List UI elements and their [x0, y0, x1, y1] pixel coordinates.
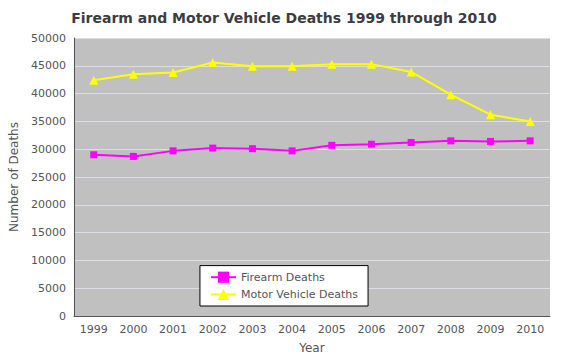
svg-text:30000: 30000	[31, 143, 66, 156]
svg-text:2010: 2010	[516, 323, 544, 336]
svg-text:15000: 15000	[31, 226, 66, 239]
svg-text:2007: 2007	[397, 323, 425, 336]
svg-text:Firearm and Motor Vehicle Deat: Firearm and Motor Vehicle Deaths 1999 th…	[71, 10, 497, 26]
svg-text:50000: 50000	[31, 32, 66, 45]
svg-text:10000: 10000	[31, 254, 66, 267]
svg-text:40000: 40000	[31, 87, 66, 100]
svg-text:2001: 2001	[159, 323, 187, 336]
svg-text:2005: 2005	[318, 323, 346, 336]
svg-text:2003: 2003	[238, 323, 266, 336]
svg-text:2006: 2006	[357, 323, 385, 336]
svg-text:45000: 45000	[31, 59, 66, 72]
svg-text:Firearm Deaths: Firearm Deaths	[241, 271, 325, 284]
svg-text:2008: 2008	[437, 323, 465, 336]
svg-text:2000: 2000	[119, 323, 147, 336]
svg-text:Year: Year	[298, 341, 324, 355]
svg-text:2002: 2002	[199, 323, 227, 336]
svg-text:35000: 35000	[31, 115, 66, 128]
svg-text:Motor Vehicle Deaths: Motor Vehicle Deaths	[241, 288, 358, 301]
svg-text:2004: 2004	[278, 323, 306, 336]
svg-text:Number of Deaths: Number of Deaths	[7, 122, 21, 232]
svg-text:25000: 25000	[31, 171, 66, 184]
svg-text:20000: 20000	[31, 198, 66, 211]
svg-text:5000: 5000	[38, 282, 66, 295]
svg-text:2009: 2009	[476, 323, 504, 336]
svg-text:0: 0	[59, 310, 66, 323]
svg-text:1999: 1999	[80, 323, 108, 336]
